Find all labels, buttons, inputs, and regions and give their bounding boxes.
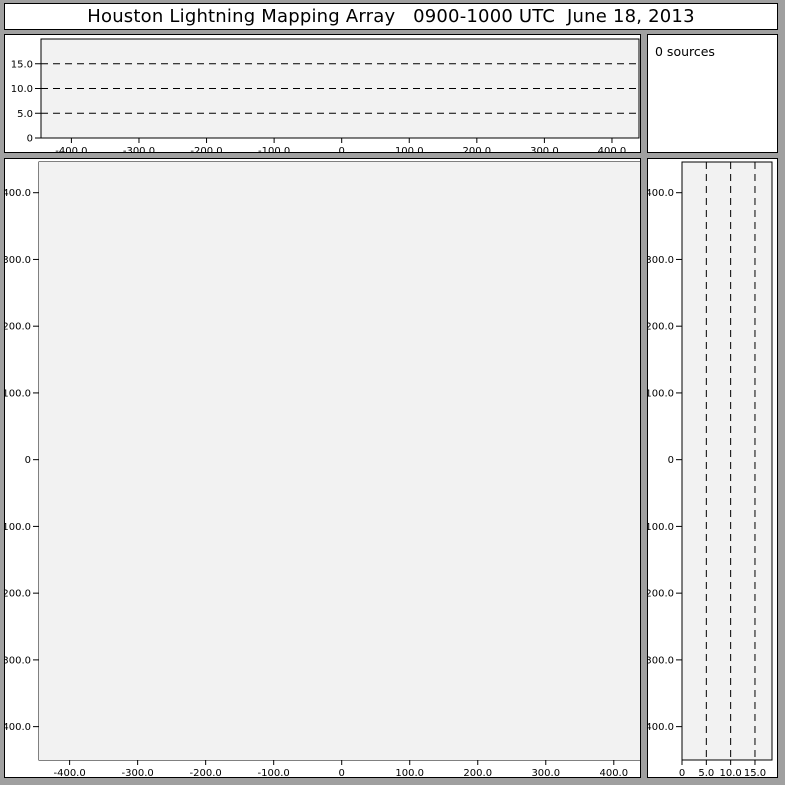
altitude-ns-panel: 0 5.0 10.015.0 400.0 300.0 200.0 100.0 0 -100.0 -… bbox=[647, 158, 778, 778]
title-text: Houston Lightning Mapping Array 0900-100… bbox=[87, 6, 695, 27]
x-axis: -400.0 -300.0 -200.0 -100.0 0 100.0 200.0 300.0… bbox=[53, 760, 628, 777]
y-tick-label: -100.0 bbox=[648, 522, 674, 533]
x-tick-label: -300.0 bbox=[122, 768, 154, 777]
x-tick-label: 300.0 bbox=[531, 768, 560, 777]
y-tick-label: -200.0 bbox=[648, 589, 674, 600]
title-bar: Houston Lightning Mapping Array 0900-100… bbox=[4, 3, 778, 30]
x-tick-label: 0 bbox=[679, 768, 685, 777]
y-tick-label: 10.0 bbox=[11, 84, 33, 95]
y-axis: 0 5.0 10.0 15.0 bbox=[11, 59, 41, 145]
plot-background bbox=[682, 162, 772, 760]
plot-frame bbox=[681, 161, 773, 761]
plot-frame bbox=[40, 38, 640, 139]
y-tick-label: 5.0 bbox=[17, 109, 33, 120]
y-tick-label: 200.0 bbox=[648, 322, 674, 333]
x-tick-label: -400.0 bbox=[55, 146, 87, 152]
y-axis: 400.0 300.0 200.0 100.0 0 -100.0 -200.0 -300.0 -… bbox=[5, 188, 39, 733]
y-tick-label: -400.0 bbox=[648, 722, 674, 733]
y-axis: 400.0 300.0 200.0 100.0 0 -100.0 -200.0 -300.0 -… bbox=[648, 188, 682, 733]
x-tick-label: 300.0 bbox=[530, 146, 559, 152]
y-tick-label: 400.0 bbox=[5, 188, 31, 199]
altitude-ew-panel: -400.0 -300.0 -200.0 -100.0 0 100.0 200.0 300.0… bbox=[4, 34, 641, 153]
x-tick-label: -200.0 bbox=[190, 146, 222, 152]
x-tick-label: 400.0 bbox=[599, 768, 628, 777]
altitude-ns-plot[interactable]: 0 5.0 10.015.0 400.0 300.0 200.0 100.0 0 -100.0 -… bbox=[648, 159, 777, 777]
y-tick-label: 100.0 bbox=[648, 388, 674, 399]
x-tick-label: 0 bbox=[339, 768, 345, 777]
x-axis: -400.0 -300.0 -200.0 -100.0 0 100.0 200.0 300.0… bbox=[55, 138, 626, 152]
sources-count-panel: 0 sources bbox=[647, 34, 778, 153]
y-tick-label: 0 bbox=[25, 455, 31, 466]
plot-background bbox=[39, 162, 640, 760]
x-tick-label: 100.0 bbox=[395, 768, 424, 777]
x-tick-label: -100.0 bbox=[258, 768, 290, 777]
x-tick-label: 5.0 bbox=[698, 768, 714, 777]
y-tick-label: 300.0 bbox=[5, 255, 31, 266]
y-tick-label: 200.0 bbox=[5, 322, 31, 333]
y-tick-label: 300.0 bbox=[648, 255, 674, 266]
y-tick-label: 0 bbox=[668, 455, 674, 466]
sources-count-label: 0 sources bbox=[655, 44, 715, 59]
y-tick-label: 400.0 bbox=[648, 188, 674, 199]
x-tick-label: 400.0 bbox=[598, 146, 627, 152]
x-tick-label: 100.0 bbox=[395, 146, 424, 152]
x-tick-label: 200.0 bbox=[463, 146, 492, 152]
y-tick-label: -400.0 bbox=[5, 722, 31, 733]
x-tick-label: -300.0 bbox=[123, 146, 155, 152]
x-axis: 0 5.0 10.0 15.0 bbox=[679, 760, 766, 777]
x-tick-label: 200.0 bbox=[463, 768, 492, 777]
x-tick-label: 15.0 bbox=[744, 768, 766, 777]
x-tick-label: -200.0 bbox=[190, 768, 222, 777]
x-tick-label: 0 bbox=[339, 146, 345, 152]
y-tick-label: -300.0 bbox=[648, 655, 674, 666]
x-tick-label: -400.0 bbox=[53, 768, 85, 777]
x-tick-label: -100.0 bbox=[258, 146, 290, 152]
altitude-ew-plot[interactable]: -400.0 -300.0 -200.0 -100.0 0 100.0 200.0 300.0… bbox=[5, 35, 640, 152]
y-tick-label: -100.0 bbox=[5, 522, 31, 533]
y-tick-label: 100.0 bbox=[5, 388, 31, 399]
x-tick-label: 10.0 bbox=[720, 768, 742, 777]
map-plot[interactable]: -400.0 -300.0 -200.0 -100.0 0 100.0 200.0 300.0… bbox=[5, 159, 640, 777]
map-panel: -400.0 -300.0 -200.0 -100.0 0 100.0 200.0 300.0… bbox=[4, 158, 641, 778]
y-tick-label: 15.0 bbox=[11, 59, 33, 70]
y-tick-label: -200.0 bbox=[5, 589, 31, 600]
y-tick-label: -300.0 bbox=[5, 655, 31, 666]
y-tick-label: 0 bbox=[27, 134, 33, 145]
